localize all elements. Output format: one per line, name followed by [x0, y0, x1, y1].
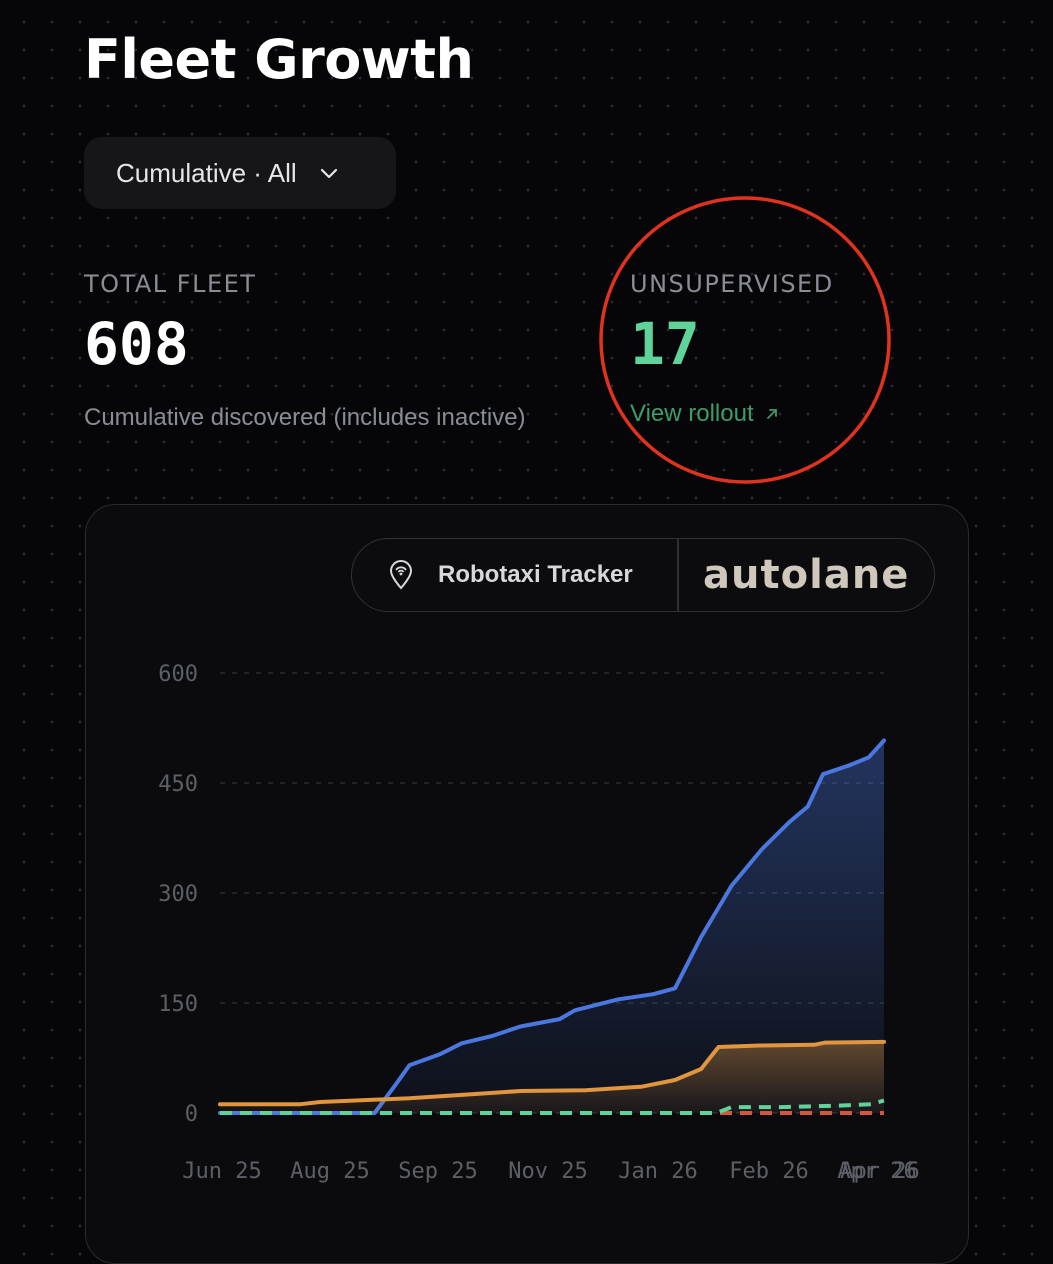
series-line-dashed	[220, 1098, 885, 1115]
total-fleet-subtitle: Cumulative discovered (includes inactive…	[84, 404, 526, 431]
x-tick-label: Apr 26	[840, 1159, 919, 1184]
autolane-logo: autolane	[703, 552, 910, 598]
fleet-growth-chart: 0 150 300 450 600 Jun 25 Aug 25 Sep 25 Nov 25 Jan…	[158, 662, 919, 1184]
robotaxi-tracker-link[interactable]: Robotaxi Tracker	[352, 539, 677, 611]
x-tick-label: Nov 25	[508, 1159, 587, 1184]
view-dropdown[interactable]: Cumulative · All	[84, 137, 396, 209]
y-tick-label: 150	[158, 992, 198, 1017]
total-fleet-label: TOTAL FLEET	[84, 270, 257, 298]
x-tick-label: Feb 26	[729, 1159, 808, 1184]
series-area	[220, 1041, 884, 1113]
series-line	[218, 1039, 886, 1107]
view-dropdown-label: Cumulative · All	[116, 157, 297, 188]
branding-divider	[677, 539, 679, 611]
y-tick-label: 0	[185, 1102, 198, 1127]
branding-pill: Robotaxi Tracker autolane	[351, 538, 935, 612]
series-area	[220, 740, 884, 1113]
x-tick-label: Jun 25	[182, 1159, 261, 1184]
series-line	[218, 738, 886, 1115]
location-pin-icon	[389, 560, 413, 590]
y-tick-label: 300	[158, 882, 198, 907]
page-title: Fleet Growth	[84, 28, 474, 91]
x-tick-label: Sep 25	[398, 1159, 477, 1184]
y-tick-label: 450	[158, 772, 198, 797]
x-tick-label: Apr 26	[837, 1159, 916, 1184]
robotaxi-tracker-label: Robotaxi Tracker	[438, 561, 633, 588]
autolane-logo-area[interactable]: autolane	[679, 539, 935, 611]
y-tick-label: 600	[158, 662, 198, 687]
x-tick-label: Jan 26	[618, 1159, 697, 1184]
chevron-down-icon	[320, 168, 337, 179]
x-tick-label: Aug 25	[290, 1159, 369, 1184]
total-fleet-value: 608	[84, 310, 189, 378]
